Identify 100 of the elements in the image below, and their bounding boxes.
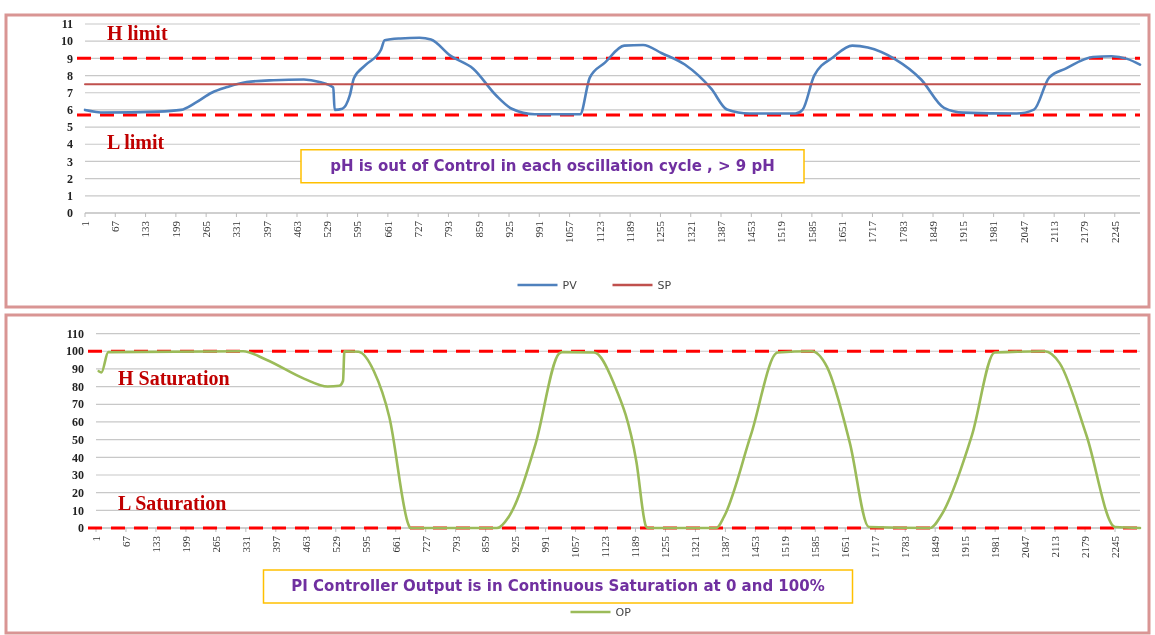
x-tick-label: 991 [539, 536, 552, 553]
x-tick-label: 793 [449, 535, 462, 553]
y-tick-label: 0 [67, 206, 73, 221]
x-tick-label: 1717 [866, 220, 879, 243]
line-series [97, 349, 1142, 530]
x-tick-label: 1 [89, 536, 102, 542]
y-tick-label: 50 [72, 432, 84, 447]
x-tick-label: 529 [321, 220, 334, 238]
x-tick-label: 1519 [775, 220, 788, 243]
x-tick-label: 1189 [624, 220, 637, 243]
x-tick-label: 661 [389, 536, 402, 553]
x-tick-label: 1255 [654, 220, 667, 243]
x-tick-label: 1321 [689, 536, 702, 558]
y-tick-label: 5 [67, 120, 73, 135]
y-tick-label: 100 [66, 344, 84, 359]
ref-line-label: H Saturation [118, 367, 230, 390]
y-tick-label: 70 [72, 397, 84, 412]
y-tick-label: 30 [72, 468, 84, 483]
y-tick-label: 9 [67, 51, 73, 66]
x-tick-label: 1849 [929, 535, 942, 558]
x-tick-label: 1057 [569, 535, 582, 558]
y-tick-label: 80 [72, 379, 84, 394]
x-tick-label: 2179 [1078, 220, 1091, 243]
x-tick-label: 67 [119, 535, 132, 547]
x-tick-label: 1915 [959, 535, 972, 558]
x-tick-label: 595 [351, 220, 364, 238]
y-tick-label: 60 [72, 415, 84, 430]
x-tick-label: 1651 [839, 536, 852, 558]
x-tick-label: 2245 [1108, 535, 1121, 558]
x-tick-label: 727 [419, 535, 432, 553]
x-tick-label: 1123 [599, 535, 612, 558]
x-tick-label: 1849 [926, 220, 939, 243]
y-tick-label: 110 [66, 326, 84, 341]
y-tick-label: 1 [67, 189, 73, 204]
ref-line-label: L Saturation [118, 492, 227, 514]
x-tick-label: 991 [533, 221, 546, 238]
y-tick-label: 6 [67, 103, 73, 118]
x-tick-label: 1 [78, 221, 91, 227]
y-tick-label: 20 [72, 485, 84, 500]
legend-label: PV [562, 278, 578, 292]
x-tick-label: 1387 [719, 535, 732, 558]
legend-label: OP [615, 605, 632, 619]
x-tick-label: 1915 [957, 220, 970, 243]
x-tick-label: 925 [502, 220, 515, 238]
x-tick-label: 331 [230, 221, 243, 238]
y-tick-label: 3 [67, 154, 73, 169]
x-tick-label: 199 [179, 535, 192, 553]
x-tick-label: 595 [359, 535, 372, 553]
x-tick-label: 2245 [1108, 220, 1121, 243]
y-tick-label: 90 [72, 362, 84, 377]
x-tick-label: 727 [412, 220, 425, 238]
x-tick-label: 1783 [896, 220, 909, 243]
x-tick-label: 1387 [714, 220, 727, 243]
x-tick-label: 1057 [563, 220, 576, 243]
x-tick-label: 2179 [1078, 535, 1091, 558]
y-tick-label: 7 [67, 85, 73, 100]
x-tick-label: 1519 [779, 535, 792, 558]
x-tick-label: 529 [329, 535, 342, 553]
x-tick-label: 133 [149, 535, 162, 553]
x-tick-label: 463 [299, 535, 312, 553]
x-tick-label: 133 [139, 220, 152, 238]
x-tick-label: 1585 [805, 220, 818, 243]
x-tick-label: 661 [381, 221, 394, 238]
x-tick-label: 1717 [869, 535, 882, 558]
x-tick-label: 1255 [659, 535, 672, 558]
x-tick-label: 2113 [1048, 535, 1061, 558]
x-tick-label: 1783 [899, 535, 912, 558]
y-tick-label: 10 [72, 503, 84, 518]
x-tick-label: 397 [260, 220, 273, 238]
x-tick-label: 1651 [836, 221, 849, 243]
legend-label: SP [657, 278, 672, 292]
x-tick-label: 1123 [593, 220, 606, 243]
x-tick-label: 1321 [684, 221, 697, 243]
x-tick-label: 397 [269, 535, 282, 553]
x-tick-label: 1453 [745, 220, 758, 243]
x-tick-label: 2047 [1018, 535, 1031, 558]
y-tick-label: 8 [67, 68, 73, 83]
x-tick-label: 859 [472, 220, 485, 238]
x-tick-label: 463 [290, 220, 303, 238]
x-tick-label: 1585 [809, 535, 822, 558]
x-tick-label: 925 [509, 535, 522, 553]
x-tick-label: 1189 [629, 535, 642, 558]
x-tick-label: 265 [200, 220, 212, 238]
y-tick-label: 40 [72, 450, 84, 465]
x-tick-label: 265 [209, 535, 222, 553]
text: PI Controller Output is in Continuous Saturation at 0 and 100% [291, 577, 825, 596]
x-tick-label: 1981 [988, 536, 1001, 558]
x-tick-label: 793 [442, 220, 455, 238]
x-tick-label: 67 [109, 220, 122, 232]
x-tick-label: 199 [169, 220, 182, 238]
y-tick-label: 0 [78, 521, 84, 536]
ref-line-label: L limit [107, 131, 165, 154]
y-tick-label: 4 [67, 137, 73, 152]
y-tick-label: 2 [67, 171, 73, 186]
annotation: pH is out of Control in each oscillation cycle , > 9 pH [330, 157, 775, 175]
x-tick-label: 1981 [987, 221, 1000, 243]
ref-line-label: H limit [107, 22, 168, 45]
x-tick-label: 2047 [1017, 220, 1030, 243]
y-tick-label: 11 [61, 17, 73, 32]
x-tick-label: 331 [239, 536, 252, 553]
